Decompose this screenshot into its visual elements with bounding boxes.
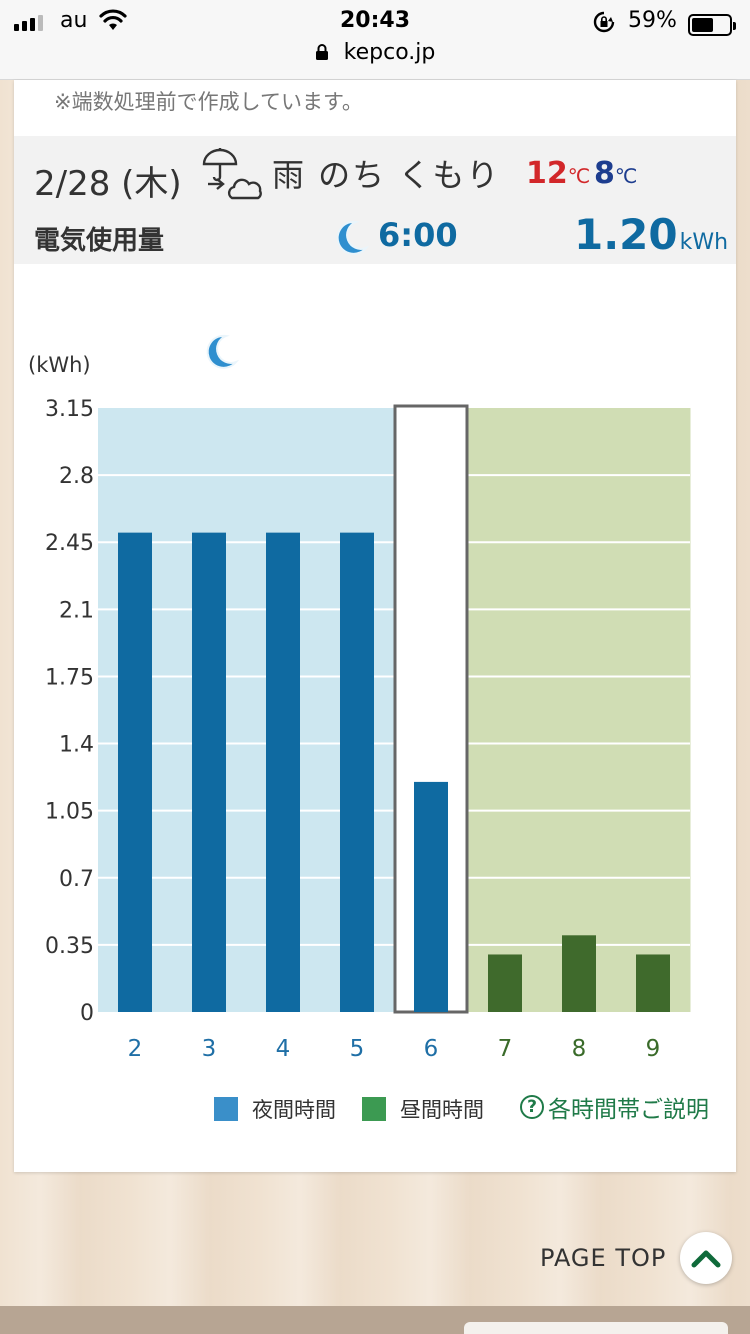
- y-tick-label: 2.1: [59, 598, 94, 623]
- umbrella-to-cloud-icon: [200, 144, 266, 208]
- weather-header: 2/28 (木) 雨 のち くもり 12℃ 8℃ 電気使用量 6:00: [14, 136, 736, 264]
- time-period-help-link[interactable]: ? 各時間帯ご説明: [520, 1090, 709, 1124]
- battery-percent: 59%: [628, 8, 677, 33]
- carrier-name: au: [60, 8, 88, 33]
- usage-value: 1.20kWh: [574, 210, 728, 259]
- rounding-note: ※端数処理前で作成しています。: [54, 90, 363, 114]
- wifi-icon: [98, 8, 128, 36]
- bottom-toolbar: [0, 1306, 750, 1334]
- y-axis-label: (kWh): [28, 353, 91, 377]
- legend-day: 昼間時間: [362, 1094, 484, 1124]
- temp-high: 12℃: [526, 156, 590, 191]
- bar-hour-7[interactable]: [488, 954, 522, 1012]
- legend-night-swatch: [214, 1097, 238, 1121]
- usage-bar-chart: 3.15 2.8 2.45 2.1 1.75 1.4 1.05 0.7 0.35 0 2 3 4 5 6 7…: [28, 334, 691, 1062]
- bar-hour-9[interactable]: [636, 954, 670, 1012]
- temp-low-unit: ℃: [614, 164, 638, 188]
- bar-hour-3[interactable]: [192, 532, 226, 1012]
- usage-time: 6:00: [378, 216, 458, 254]
- time-period-help-label: 各時間帯ご説明: [548, 1097, 709, 1123]
- chart-bg-day-9: [616, 408, 691, 1012]
- usage-label: 電気使用量: [34, 226, 165, 256]
- weather-text: 雨 のち くもり: [272, 156, 501, 194]
- chart-y-ticks: 3.15 2.8 2.45 2.1 1.75 1.4 1.05 0.7 0.35 0: [45, 397, 94, 1026]
- signal-strength-icon: [14, 15, 43, 31]
- date-label: 2/28 (木): [34, 164, 182, 204]
- y-tick-label: 1.75: [45, 665, 94, 690]
- x-tick-label: 5: [350, 1036, 365, 1062]
- chart-legend: 夜間時間 昼間時間 ? 各時間帯ご説明: [14, 1090, 736, 1130]
- page-top-link[interactable]: PAGE TOP: [540, 1232, 733, 1284]
- y-tick-label: 0.7: [59, 867, 94, 892]
- usage-value-number: 1.20: [574, 210, 678, 259]
- chart-bars: [118, 404, 670, 1014]
- y-tick-label: 1.4: [59, 733, 94, 758]
- bar-hour-6[interactable]: [414, 781, 448, 1012]
- legend-night: 夜間時間: [214, 1094, 336, 1124]
- usage-card: ※端数処理前で作成しています。 2/28 (木) 雨 のち くもり 12℃ 8℃…: [14, 80, 736, 1172]
- legend-night-label: 夜間時間: [252, 1098, 336, 1122]
- chart-bg-day-8: [542, 408, 617, 1012]
- clock: 20:43: [339, 8, 411, 33]
- legend-day-label: 昼間時間: [400, 1098, 484, 1122]
- rotation-lock-icon: [592, 10, 616, 38]
- x-tick-label: 7: [498, 1036, 513, 1062]
- x-tick-label: 3: [202, 1036, 217, 1062]
- x-tick-label: 2: [128, 1036, 143, 1062]
- legend-day-swatch: [362, 1097, 386, 1121]
- address-bar[interactable]: kepco.jp: [0, 40, 750, 67]
- night-moon-icon: [206, 334, 240, 369]
- y-tick-label: 3.15: [45, 397, 94, 422]
- moon-icon: [328, 216, 372, 264]
- chart-bg-day-7: [468, 408, 543, 1012]
- x-tick-label: 9: [646, 1036, 661, 1062]
- y-tick-label: 2.45: [45, 531, 94, 556]
- status-bar: au 20:43 59%: [0, 0, 750, 80]
- usage-value-unit: kWh: [679, 230, 729, 255]
- page-top-button[interactable]: [680, 1232, 733, 1284]
- x-tick-label: 8: [572, 1036, 587, 1062]
- page-top-label: PAGE TOP: [540, 1244, 667, 1272]
- temp-low: 8℃: [594, 156, 637, 191]
- temp-low-value: 8: [594, 156, 615, 191]
- bar-hour-2[interactable]: [118, 532, 152, 1012]
- url-text: kepco.jp: [343, 40, 436, 65]
- y-tick-label: 0.35: [45, 934, 94, 959]
- bar-hour-4[interactable]: [266, 532, 300, 1012]
- x-tick-label: 6: [424, 1036, 439, 1062]
- bottom-tab: [464, 1322, 728, 1334]
- chevron-up-icon: [691, 1250, 721, 1268]
- y-tick-label: 0: [80, 1001, 94, 1026]
- question-icon: ?: [520, 1095, 544, 1119]
- temp-high-unit: ℃: [567, 164, 591, 188]
- bar-hour-8[interactable]: [562, 935, 596, 1012]
- chart-x-ticks: 2 3 4 5 6 7 8 9: [128, 1036, 661, 1062]
- bar-hour-5[interactable]: [340, 532, 374, 1012]
- x-tick-label: 4: [276, 1036, 291, 1062]
- temp-high-value: 12: [526, 156, 568, 191]
- y-tick-label: 1.05: [45, 800, 94, 825]
- y-tick-label: 2.8: [59, 464, 94, 489]
- padlock-icon: [315, 42, 329, 67]
- battery-icon: [688, 14, 736, 36]
